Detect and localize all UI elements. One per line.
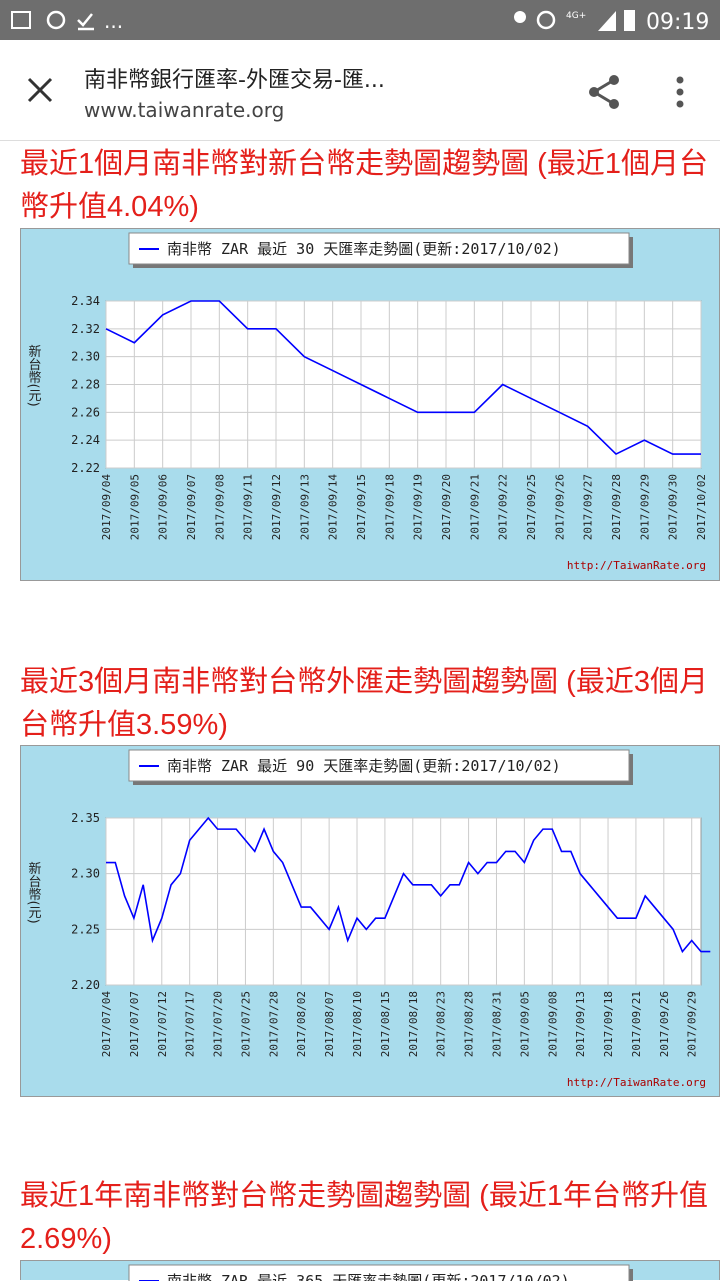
x-tick-label: 2017/08/10 xyxy=(351,991,364,1057)
x-tick-label: 2017/07/25 xyxy=(239,991,252,1057)
x-tick-label: 2017/08/07 xyxy=(323,991,336,1057)
x-tick-label: 2017/07/17 xyxy=(184,991,197,1057)
page-title: 南非幣銀行匯率-外匯交易-匯... xyxy=(84,68,385,93)
status-icons: ... 4G+ 09:19 xyxy=(11,9,709,35)
y-tick-label: 2.25 xyxy=(71,922,100,936)
x-tick-label: 2017/10/02 xyxy=(695,474,708,540)
x-tick-label: 2017/09/12 xyxy=(270,474,283,540)
chart-box: 南非幣 ZAR 最近 365 天匯率走勢圖(更新:2017/10/02) xyxy=(20,1260,720,1285)
menu-button[interactable] xyxy=(670,72,690,112)
x-tick-label: 2017/09/05 xyxy=(128,474,141,540)
credit: http://TaiwanRate.org xyxy=(567,559,706,572)
y-axis-label: 新台幣(元) xyxy=(26,344,42,407)
x-tick-label: 2017/09/27 xyxy=(582,474,595,540)
y-tick-label: 2.24 xyxy=(71,433,100,447)
x-tick-label: 2017/09/25 xyxy=(525,474,538,540)
close-button[interactable] xyxy=(22,72,58,108)
x-tick-label: 2017/09/08 xyxy=(546,991,559,1057)
y-tick-label: 2.32 xyxy=(71,322,100,336)
x-tick-label: 2017/09/30 xyxy=(667,474,680,540)
x-tick-label: 2017/09/29 xyxy=(638,474,651,540)
x-tick-label: 2017/08/02 xyxy=(295,991,308,1057)
x-tick-label: 2017/08/31 xyxy=(490,991,503,1057)
icon xyxy=(11,11,31,29)
chart: 南非幣 ZAR 最近 90 天匯率走勢圖(更新:2017/10/02)2.202… xyxy=(26,749,711,1089)
x-tick-label: 2017/09/21 xyxy=(468,474,481,540)
legend-label: 南非幣 ZAR 最近 90 天匯率走勢圖(更新:2017/10/02) xyxy=(167,757,561,775)
toolbar: 南非幣銀行匯率-外匯交易-匯... www.taiwanrate.org xyxy=(0,40,720,141)
y-tick-label: 2.22 xyxy=(71,461,100,475)
line-series xyxy=(105,300,701,456)
y-tick-label: 2.30 xyxy=(71,350,100,364)
y-tick-label: 2.35 xyxy=(71,811,100,825)
icon xyxy=(77,13,94,31)
page-url: www.taiwanrate.org xyxy=(84,98,285,122)
share-button[interactable] xyxy=(586,72,626,112)
legend-label: 南非幣 ZAR 最近 30 天匯率走勢圖(更新:2017/10/02) xyxy=(167,240,561,258)
y-tick-label: 2.34 xyxy=(71,294,100,308)
chart: 南非幣 ZAR 最近 365 天匯率走勢圖(更新:2017/10/02) xyxy=(128,1264,633,1285)
legend xyxy=(128,749,630,782)
x-tick-label: 2017/09/26 xyxy=(658,991,671,1057)
icon xyxy=(514,11,526,23)
status-bar: ... 4G+ 09:19 xyxy=(0,0,720,40)
chart: 南非幣 ZAR 最近 30 天匯率走勢圖(更新:2017/10/02)2.222… xyxy=(26,232,708,572)
x-tick-label: 2017/07/28 xyxy=(267,991,280,1057)
section-heading: 最近1個月南非幣對新台幣走勢圖趨勢圖 (最近1個月台幣升值4.04%) xyxy=(20,148,708,223)
time: 09:19 xyxy=(646,10,709,35)
icon xyxy=(598,11,616,31)
x-tick-label: 2017/09/20 xyxy=(440,474,453,540)
x-tick-label: 2017/08/28 xyxy=(463,991,476,1057)
network: 4G+ xyxy=(566,11,586,21)
x-tick-label: 2017/07/04 xyxy=(100,991,113,1058)
x-tick-label: 2017/07/07 xyxy=(128,991,141,1057)
legend xyxy=(128,232,630,265)
plot-area xyxy=(105,817,702,986)
x-tick-label: 2017/09/15 xyxy=(355,474,368,540)
x-tick-label: 2017/09/29 xyxy=(686,991,699,1057)
icon xyxy=(536,10,556,30)
x-tick-label: 2017/08/18 xyxy=(407,991,420,1057)
y-axis-label: 新台幣(元) xyxy=(26,861,42,924)
x-tick-label: 2017/09/13 xyxy=(298,474,311,540)
x-tick-label: 2017/09/26 xyxy=(553,474,566,540)
chart-box: 南非幣 ZAR 最近 30 天匯率走勢圖(更新:2017/10/02) 2.22 2… xyxy=(20,228,720,581)
x-tick-label: 2017/09/13 xyxy=(574,991,587,1057)
y-tick-label: 2.28 xyxy=(71,378,100,392)
x-tick-label: 2017/09/18 xyxy=(383,474,396,540)
x-tick-label: 2017/09/07 xyxy=(185,474,198,540)
credit: http://TaiwanRate.org xyxy=(567,1076,706,1089)
dots: ... xyxy=(104,9,123,33)
x-tick-label: 2017/09/06 xyxy=(157,474,170,540)
y-tick-label: 2.20 xyxy=(71,978,100,992)
x-tick-label: 2017/09/21 xyxy=(630,991,643,1057)
chart-box: 南非幣 ZAR 最近 90 天匯率走勢圖(更新:2017/10/02) 2.20 2… xyxy=(20,745,720,1097)
x-tick-label: 2017/09/28 xyxy=(610,474,623,540)
x-tick-label: 2017/09/19 xyxy=(412,474,425,540)
x-tick-label: 2017/08/15 xyxy=(379,991,392,1057)
x-tick-label: 2017/07/20 xyxy=(212,991,225,1057)
x-tick-label: 2017/09/04 xyxy=(100,474,113,541)
icon xyxy=(624,10,635,31)
line-series xyxy=(106,816,711,954)
y-tick-label: 2.30 xyxy=(71,867,100,881)
x-tick-label: 2017/09/05 xyxy=(518,991,531,1057)
x-tick-label: 2017/09/18 xyxy=(602,991,615,1057)
x-tick-label: 2017/08/23 xyxy=(435,991,448,1057)
x-tick-label: 2017/09/14 xyxy=(327,474,340,541)
x-tick-label: 2017/09/22 xyxy=(497,474,510,540)
x-tick-label: 2017/09/11 xyxy=(242,474,255,540)
section-heading: 最近3個月南非幣對台幣外匯走勢圖趨勢圖 (最近3個月台幣升值3.59%) xyxy=(20,666,708,741)
section-heading: 最近1年南非幣對台幣走勢圖趨勢圖 (最近1年台幣升值2.69%) xyxy=(20,1180,708,1255)
icon xyxy=(46,10,66,30)
y-tick-label: 2.26 xyxy=(71,405,100,419)
x-tick-label: 2017/07/12 xyxy=(156,991,169,1057)
x-tick-label: 2017/09/08 xyxy=(213,474,226,540)
